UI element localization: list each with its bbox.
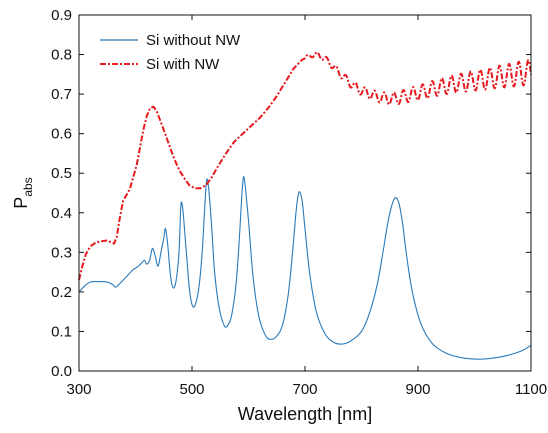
x-tick-label: 500 — [179, 381, 204, 398]
y-tick-label: 0.8 — [51, 47, 72, 64]
y-tick-label: 0.5 — [51, 165, 72, 182]
plot-frame — [78, 14, 532, 372]
x-axis-title: Wavelength [nm] — [238, 404, 372, 424]
y-tick-label: 0.7 — [51, 86, 72, 103]
legend-label-with-nw: Si with NW — [146, 56, 220, 73]
series-line-without-nw — [78, 176, 532, 360]
y-tick-label: 0.0 — [51, 363, 72, 380]
x-tick-label: 1100 — [515, 381, 547, 398]
y-tick-label: 0.6 — [51, 126, 72, 143]
y-tick-label: 0.3 — [51, 244, 72, 261]
tick-labels: 0.0 0.1 0.2 0.3 0.4 0.5 0.6 0.7 0.8 0.9 300 500 700 9… — [51, 7, 547, 398]
y-tick-label: 0.2 — [51, 284, 72, 301]
series-line-with-nw — [78, 51, 532, 281]
y-axis-title-main: P — [11, 197, 31, 209]
legend: Si without NW Si with NW — [100, 32, 241, 73]
legend-label-without-nw: Si without NW — [146, 32, 241, 49]
y-tick-label: 0.9 — [51, 7, 72, 24]
x-tick-label: 700 — [292, 381, 317, 398]
y-tick-label: 0.4 — [51, 205, 72, 222]
y-tick-label: 0.1 — [51, 323, 72, 340]
y-axis-title-sub: abs — [21, 177, 35, 196]
data-curves — [78, 51, 532, 360]
x-tick-label: 300 — [66, 381, 91, 398]
y-axis-title: Pabs — [11, 177, 35, 208]
x-tick-label: 900 — [405, 381, 430, 398]
